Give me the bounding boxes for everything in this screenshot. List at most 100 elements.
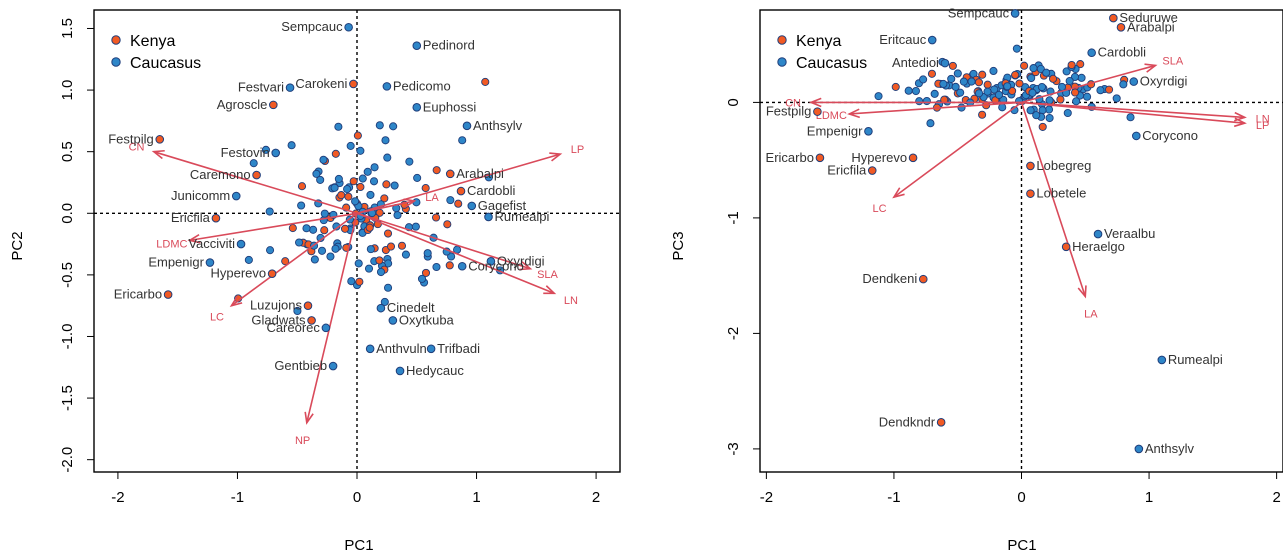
kenya-point — [1011, 70, 1020, 80]
caucasus-point — [919, 75, 928, 84]
kenya-point — [383, 229, 393, 238]
caucasus-point — [940, 58, 950, 68]
x-axis-title: PC1 — [344, 537, 373, 554]
kenya-point — [380, 194, 389, 203]
caucasus-point — [321, 323, 331, 333]
kenya-point — [303, 301, 313, 310]
caucasus-point — [412, 198, 421, 207]
caucasus-point — [953, 69, 962, 78]
kenya-point — [397, 241, 407, 250]
caucasus-point — [358, 174, 367, 183]
loading-arrow — [356, 200, 415, 215]
loading-arrow — [849, 101, 1022, 115]
kenya-point — [337, 191, 346, 200]
point-label: Gagefist — [478, 198, 527, 213]
point-label: Ericarbo — [114, 287, 162, 302]
point-label: Festpilg — [108, 131, 154, 146]
point-label: Ericfila — [171, 210, 211, 225]
kenya-point — [815, 153, 825, 163]
point-label: Oxytkuba — [399, 312, 455, 327]
kenya-point — [297, 182, 307, 191]
kenya-point — [344, 192, 353, 201]
caucasus-point — [1157, 355, 1167, 365]
y-tick-label: -1.5 — [59, 385, 76, 411]
loading-arrow — [1020, 102, 1087, 297]
point-label: Anthsylv — [1145, 441, 1195, 456]
caucasus-point — [1027, 73, 1036, 83]
kenya-point — [1109, 13, 1118, 23]
arrow-head — [187, 234, 201, 244]
kenya-point — [349, 177, 358, 186]
point-label: Gladwats — [251, 312, 306, 327]
point-label: Anthsylv — [473, 118, 523, 133]
kenya-point — [1038, 122, 1047, 131]
kenya-point — [281, 257, 290, 266]
point-label: Rumealpi — [495, 209, 550, 224]
point-label: Ericarbo — [766, 150, 814, 165]
kenya-point — [252, 170, 261, 180]
kenya-point — [386, 242, 396, 251]
caucasus-point — [1083, 92, 1092, 101]
arrow-head — [549, 152, 563, 162]
kenya-point — [445, 261, 454, 270]
point-label: Lobetele — [1036, 186, 1086, 201]
kenya-point — [375, 256, 384, 265]
kenya-point — [974, 78, 983, 87]
caucasus-point — [393, 211, 402, 220]
caucasus-point — [383, 283, 393, 292]
caucasus-point — [319, 155, 328, 164]
caucasus-point — [390, 181, 399, 190]
kenya-point — [1071, 88, 1080, 97]
caucasus-point — [328, 361, 338, 371]
loading-label: LDMC — [156, 238, 187, 250]
arrow-head — [543, 285, 557, 295]
x-axis-title: PC1 — [1007, 537, 1036, 554]
point-label: Carokeni — [295, 76, 347, 91]
kenya-point — [908, 153, 918, 163]
loading-arrow — [356, 212, 555, 295]
point-label: Festovin — [221, 145, 270, 160]
caucasus-point — [926, 119, 935, 128]
y-tick-label: -1.0 — [59, 324, 76, 350]
point-label: Pedicomo — [393, 78, 451, 93]
caucasus-point — [1028, 88, 1037, 97]
caucasus-point — [366, 190, 375, 199]
point-label: Heraelgo — [1072, 239, 1125, 254]
caucasus-point — [1003, 82, 1012, 91]
caucasus-point — [1045, 113, 1054, 123]
caucasus-point — [432, 262, 441, 272]
caucasus-point — [426, 344, 436, 354]
kenya-point — [1026, 189, 1035, 198]
caucasus-point — [874, 92, 883, 101]
kenya-point — [267, 269, 277, 278]
point-label: Oxyrdigi — [497, 253, 545, 268]
caucasus-point — [1119, 80, 1128, 89]
kenya-point — [978, 70, 987, 79]
legend-label: Caucasus — [130, 55, 201, 72]
caucasus-point — [261, 145, 270, 154]
caucasus-point — [347, 277, 356, 286]
y-tick-label: 1.0 — [59, 80, 76, 101]
y-tick-label: -2 — [725, 327, 742, 340]
y-axis-title: PC2 — [9, 231, 26, 260]
caucasus-point — [486, 257, 496, 266]
caucasus-point — [285, 83, 295, 92]
caucasus-point — [295, 238, 304, 247]
point-label: Trifbadi — [437, 341, 480, 356]
caucasus-point — [380, 297, 389, 306]
kenya-point — [454, 199, 463, 208]
point-label: Sempcauc — [948, 5, 1010, 20]
kenya-point — [353, 131, 362, 140]
x-tick-label: -1 — [231, 489, 244, 506]
point-label: Dendkeni — [862, 271, 917, 286]
kenya-point — [445, 169, 455, 179]
caucasus-point — [412, 41, 422, 51]
caucasus-point — [1077, 73, 1086, 82]
arrow-head — [151, 149, 165, 160]
loading-arrow — [893, 101, 1022, 198]
caucasus-point — [904, 86, 913, 95]
kenya-point — [1105, 85, 1114, 94]
loading-label: SLA — [537, 269, 558, 281]
y-tick-label: 0.0 — [59, 203, 76, 224]
caucasus-point — [366, 245, 375, 254]
